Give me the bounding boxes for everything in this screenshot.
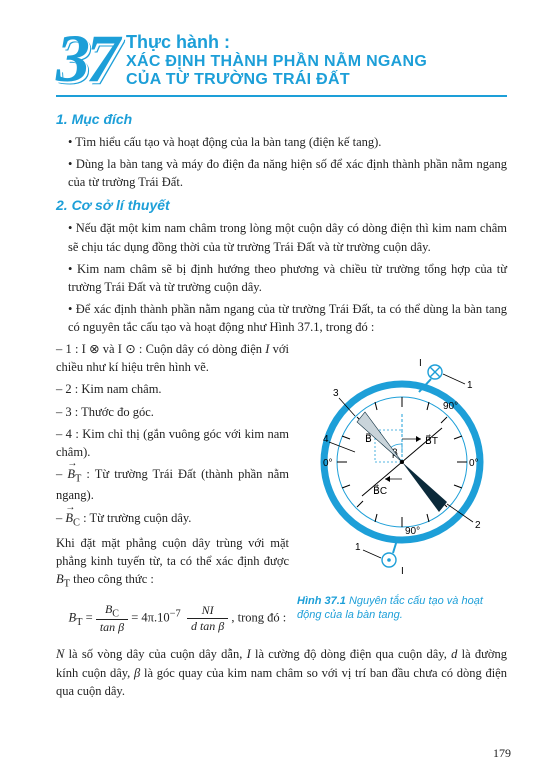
- figure-caption: Hình 37.1 Nguyên tắc cấu tạo và hoạt độn…: [297, 595, 507, 623]
- section-2-heading: 2. Cơ sở lí thuyết: [56, 197, 507, 213]
- s2-p1: • Nếu đặt một kim nam châm trong lòng mộ…: [56, 219, 507, 255]
- header-rule: [56, 95, 507, 97]
- s1-bullet-2: • Dùng la bàn tang và máy đo điện đa năn…: [56, 155, 507, 191]
- svg-text:0°: 0°: [469, 458, 479, 469]
- title-line3: CỦA TỪ TRƯỜNG TRÁI ĐẤT: [126, 71, 427, 89]
- svg-text:B⃗C: B⃗C: [373, 484, 387, 497]
- title-line1: Thực hành :: [126, 32, 427, 53]
- s2-p2: • Kim nam châm sẽ bị định hướng theo phư…: [56, 260, 507, 296]
- svg-text:I: I: [401, 566, 404, 577]
- svg-text:90°: 90°: [405, 526, 420, 537]
- svg-text:90°: 90°: [443, 401, 458, 412]
- s1-bullet-1: • Tìm hiểu cấu tạo và hoạt động của la b…: [56, 133, 507, 151]
- page-number: 179: [493, 746, 511, 761]
- svg-text:I: I: [419, 358, 422, 369]
- chapter-number: 37: [56, 30, 116, 88]
- svg-text:1: 1: [467, 380, 473, 391]
- svg-text:4: 4: [323, 434, 329, 445]
- chapter-header: 37 Thực hành : XÁC ĐỊNH THÀNH PHẦN NẰM N…: [56, 30, 507, 89]
- svg-text:1: 1: [355, 542, 361, 553]
- svg-text:0°: 0°: [323, 458, 333, 469]
- s2-p3: • Để xác định thành phần nằm ngang của t…: [56, 300, 507, 336]
- svg-text:3: 3: [333, 388, 339, 399]
- chapter-title: Thực hành : XÁC ĐỊNH THÀNH PHẦN NẰM NGAN…: [126, 30, 427, 89]
- figure-svg: 90° 0° 90° 0° 3 4 B⃗T B⃗: [297, 344, 507, 584]
- title-line2: XÁC ĐỊNH THÀNH PHẦN NẰM NGANG: [126, 53, 427, 71]
- figure-37-1: 90° 0° 90° 0° 3 4 B⃗T B⃗: [297, 344, 507, 623]
- caption-strong: Hình 37.1: [297, 595, 346, 607]
- svg-text:2: 2: [475, 520, 481, 531]
- section-1-heading: 1. Mục đích: [56, 111, 507, 127]
- tail-paragraph: N là số vòng dây của cuộn dây dẫn, I là …: [56, 645, 507, 699]
